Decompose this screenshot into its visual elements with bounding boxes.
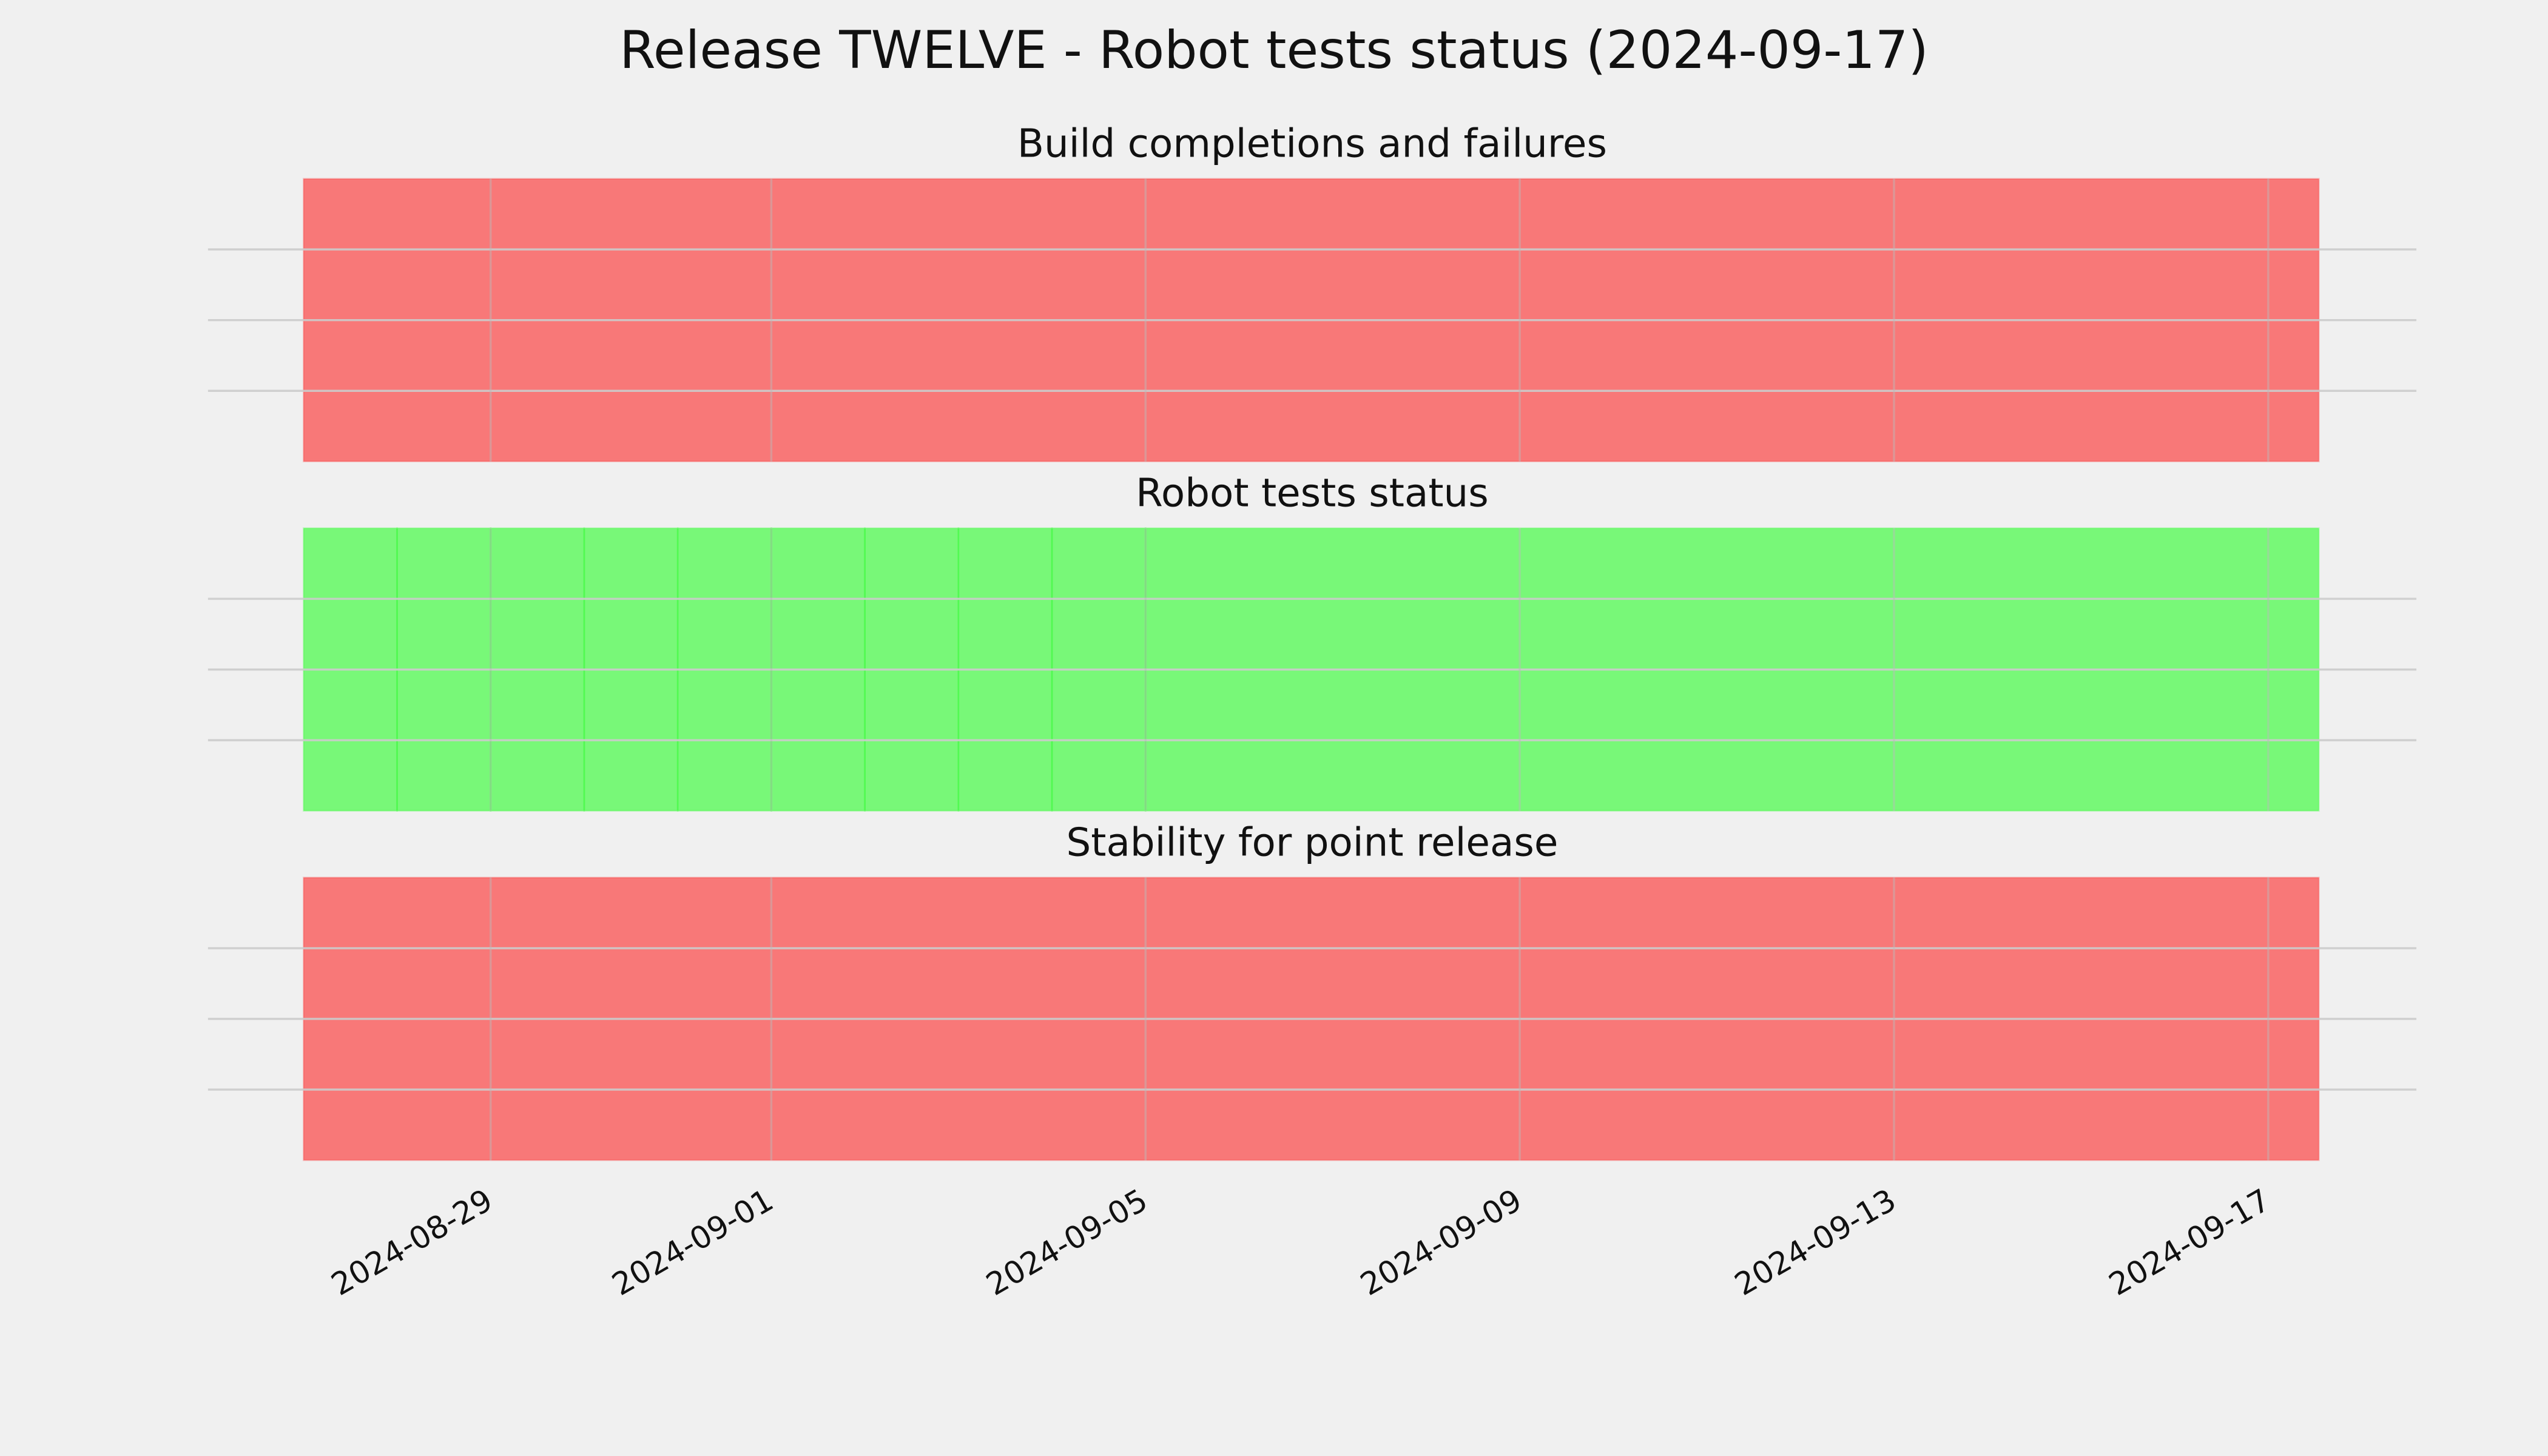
chart-title: Release TWELVE - Robot tests status (202… xyxy=(619,20,1929,81)
subplot-title: Robot tests status xyxy=(1136,471,1489,516)
subplot-title: Stability for point release xyxy=(1067,820,1559,865)
subplot-title: Build completions and failures xyxy=(1017,121,1607,167)
